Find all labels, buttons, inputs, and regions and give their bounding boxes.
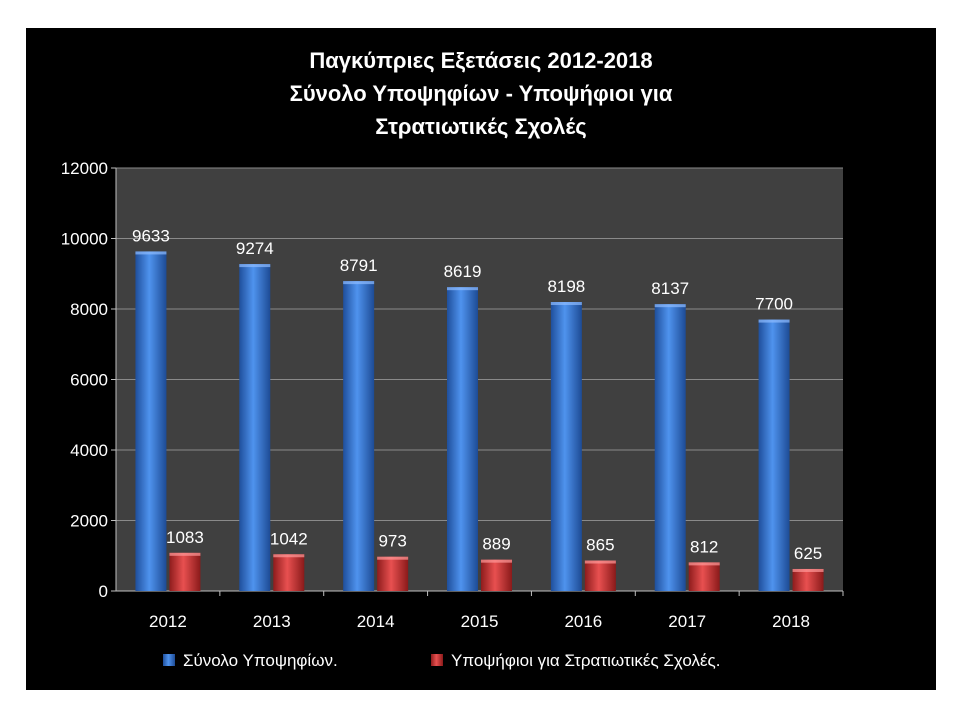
data-label: 8619	[444, 262, 482, 281]
bar-top-highlight	[481, 559, 512, 563]
bar-military-candidates	[481, 559, 512, 591]
legend-label-military: Υποψήφιοι για Στρατιωτικές Σχολές.	[451, 651, 720, 670]
bar-top-highlight	[654, 304, 686, 308]
bar-top-highlight	[550, 302, 582, 306]
legend-swatch-total	[163, 654, 175, 666]
data-label: 8791	[340, 256, 378, 275]
data-label: 1083	[166, 528, 204, 547]
y-tick-label: 4000	[70, 441, 108, 460]
chart-title: Παγκύπριες Εξετάσεις 2012-2018 Σύνολο Υπ…	[290, 48, 673, 139]
x-axis-ticks: 2012 2013 2014 2015 2016 2017 2018	[149, 591, 844, 631]
y-tick-label: 2000	[70, 512, 108, 531]
x-tick-label: 2017	[668, 612, 706, 631]
legend-label-total: Σύνολο Υποψηφίων.	[183, 651, 338, 670]
grid-lines	[116, 167, 843, 521]
bar-top-highlight	[688, 562, 720, 566]
bar-total-candidates	[654, 304, 686, 591]
x-tick-label: 2014	[357, 612, 395, 631]
data-label: 812	[690, 537, 718, 556]
bars	[135, 251, 824, 591]
bar-top-highlight	[377, 556, 409, 560]
data-label: 889	[482, 535, 510, 554]
chart-frame: Παγκύπριες Εξετάσεις 2012-2018 Σύνολο Υπ…	[26, 28, 936, 690]
bar-top-highlight	[447, 287, 478, 291]
bar-top-highlight	[584, 560, 616, 564]
bar-military-candidates	[584, 560, 616, 591]
x-tick-label: 2015	[461, 612, 499, 631]
y-tick-label: 10000	[61, 230, 108, 249]
bar-total-candidates	[447, 287, 478, 591]
data-label: 9633	[132, 226, 170, 245]
bar-total-candidates	[550, 302, 582, 591]
data-label: 973	[378, 532, 406, 551]
x-tick-label: 2013	[253, 612, 291, 631]
chart-title-line-3: Στρατιωτικές Σχολές	[375, 114, 586, 139]
y-tick-label: 12000	[61, 159, 108, 178]
chart-title-line-2: Σύνολο Υποψηφίων - Υποψήφιοι για	[290, 81, 673, 106]
legend-swatch-military	[431, 654, 443, 666]
bar-military-candidates	[688, 562, 720, 591]
y-tick-label: 8000	[70, 300, 108, 319]
y-tick-label: 6000	[70, 371, 108, 390]
bar-total-candidates	[343, 281, 375, 591]
bar-total-candidates	[239, 264, 271, 591]
bar-chart: Παγκύπριες Εξετάσεις 2012-2018 Σύνολο Υπ…	[61, 48, 844, 670]
legend: Σύνολο Υποψηφίων. Υποψήφιοι για Στρατιωτι…	[163, 651, 720, 670]
bar-top-highlight	[792, 568, 824, 572]
bar-total-candidates	[758, 319, 790, 591]
data-label: 865	[586, 536, 614, 555]
bar-top-highlight	[169, 552, 201, 556]
bar-total-candidates	[135, 251, 167, 591]
x-tick-label: 2012	[149, 612, 187, 631]
bar-top-highlight	[343, 281, 375, 285]
data-label: 8137	[651, 279, 689, 298]
data-labels: 9633 1083 9274 1042 8791 973 8619 889 8198 865 813…	[132, 226, 822, 563]
x-tick-label: 2018	[772, 612, 810, 631]
bar-military-candidates	[273, 554, 305, 591]
bar-top-highlight	[239, 264, 271, 268]
bar-military-candidates	[169, 552, 201, 591]
bar-military-candidates	[792, 568, 824, 591]
data-label: 625	[794, 544, 822, 563]
bar-top-highlight	[135, 251, 167, 255]
data-label: 1042	[270, 529, 308, 548]
data-label: 7700	[755, 295, 793, 314]
bar-military-candidates	[377, 556, 409, 591]
bar-top-highlight	[273, 554, 305, 558]
chart-title-line-1: Παγκύπριες Εξετάσεις 2012-2018	[309, 48, 652, 73]
data-label: 8198	[547, 277, 585, 296]
bar-top-highlight	[758, 319, 790, 323]
data-label: 9274	[236, 239, 274, 258]
x-tick-label: 2016	[564, 612, 602, 631]
y-axis-ticks: 0 2000 4000 6000 8000 10000 12000	[61, 159, 843, 601]
y-tick-label: 0	[99, 582, 108, 601]
